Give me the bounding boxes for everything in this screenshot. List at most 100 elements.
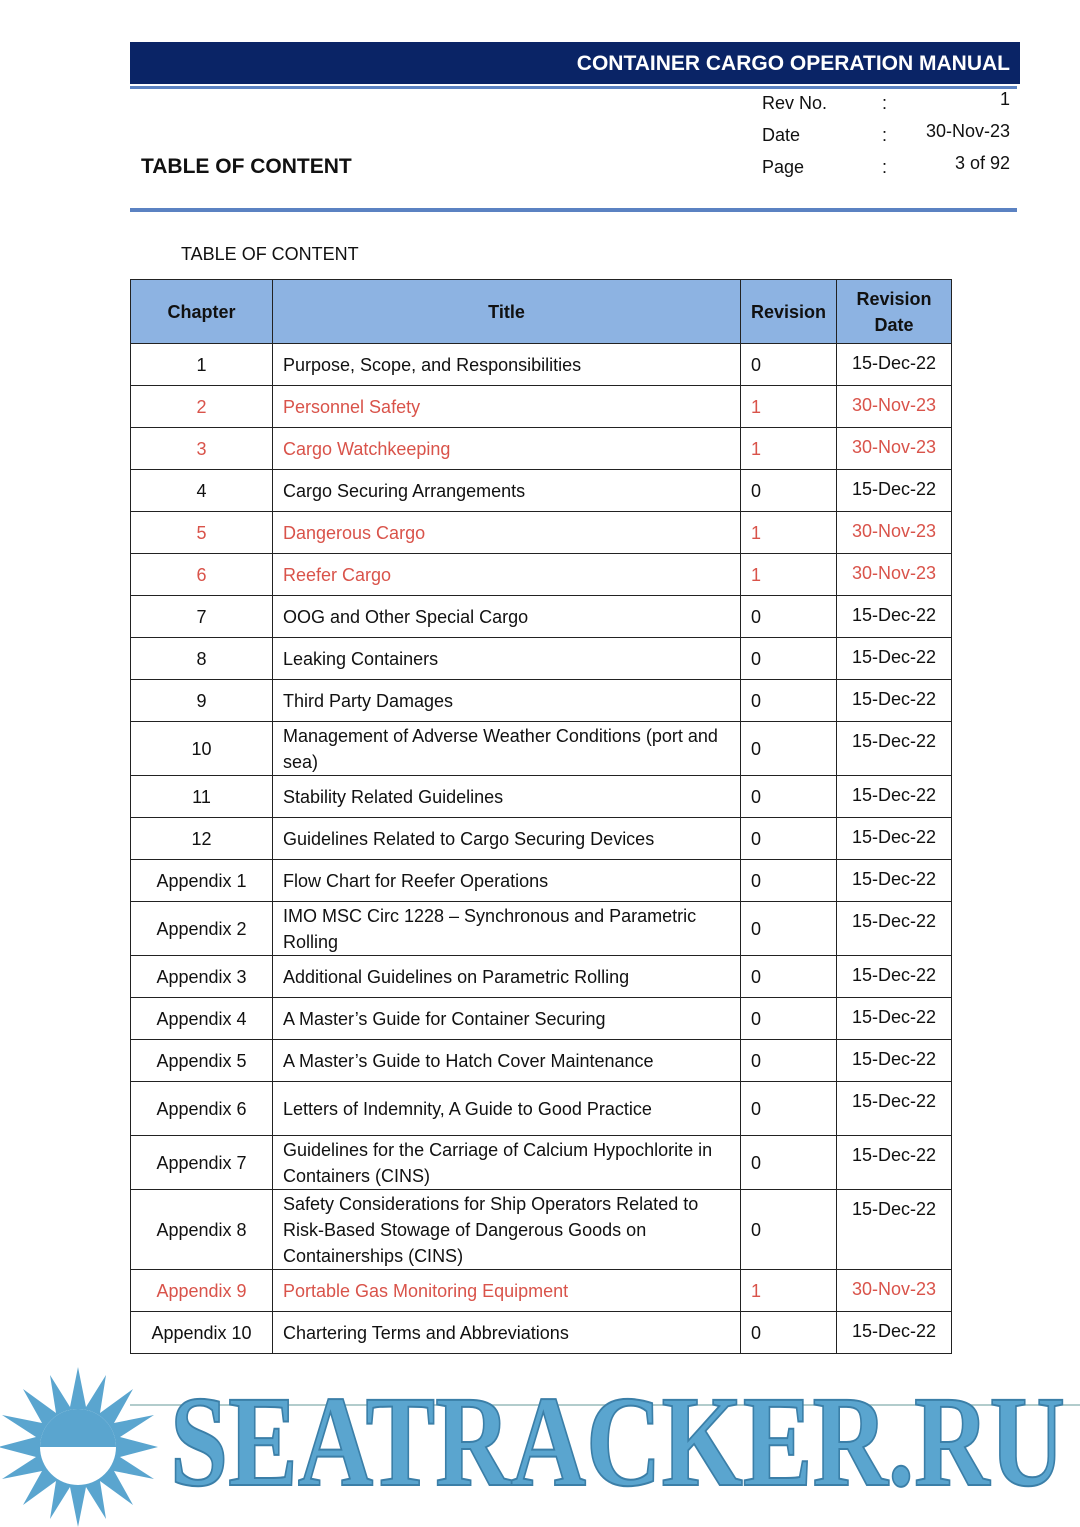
table-cell: Third Party Damages (272, 679, 741, 722)
table-cell: 0 (739, 997, 838, 1040)
table-cell: 15-Dec-22 (836, 1311, 953, 1354)
table-cell: 2 (130, 385, 273, 428)
table-cell: 1 (130, 343, 273, 386)
table-cell: 11 (130, 775, 273, 818)
table-cell: 30-Nov-23 (836, 427, 953, 470)
table-cell: Portable Gas Monitoring Equipment (272, 1269, 741, 1312)
table-cell: 0 (739, 817, 838, 860)
table-row: 10 Management of Adverse Weather Conditio… (130, 721, 953, 776)
table-row: 8 Leaking Containers 0 15-Dec-22 (130, 637, 953, 680)
table-cell: 1 (739, 427, 838, 470)
table-cell: IMO MSC Circ 1228 – Synchronous and Para… (272, 901, 741, 956)
table-row: Appendix 6 Letters of Indemnity, A Guide … (130, 1081, 953, 1136)
table-row: Appendix 3 Additional Guidelines on Param… (130, 955, 953, 998)
meta: Rev No.: 1 Date: 30-Nov-23 Page: 3 of 92 (762, 88, 1012, 184)
table-row: 5 Dangerous Cargo 1 30-Nov-23 (130, 511, 953, 554)
meta-row: Page: 3 of 92 (762, 152, 1012, 184)
table-cell: Letters of Indemnity, A Guide to Good Pr… (272, 1081, 741, 1136)
table-cell: 15-Dec-22 (836, 469, 953, 512)
column-header: Revision (739, 279, 838, 344)
table-cell: 0 (739, 1311, 838, 1354)
table-row: 6 Reefer Cargo 1 30-Nov-23 (130, 553, 953, 596)
table-cell: 0 (739, 901, 838, 956)
table-cell: 0 (739, 1189, 838, 1270)
table-cell: 0 (739, 1039, 838, 1082)
table-cell: Reefer Cargo (272, 553, 741, 596)
table-cell: 30-Nov-23 (836, 1269, 953, 1312)
table-row: Appendix 2 IMO MSC Circ 1228 – Synchronou… (130, 901, 953, 956)
table-cell: Appendix 6 (130, 1081, 273, 1136)
table-cell: 0 (739, 595, 838, 638)
watermark: SEATRACKER.RU (0, 1367, 1080, 1527)
meta-row: Date: 30-Nov-23 (762, 120, 1012, 152)
table-cell: 6 (130, 553, 273, 596)
table-cell: Appendix 8 (130, 1189, 273, 1270)
table-cell: Appendix 5 (130, 1039, 273, 1082)
table-cell: Appendix 10 (130, 1311, 273, 1354)
table-cell: 15-Dec-22 (836, 721, 953, 776)
rule (130, 86, 1017, 89)
table-row: Appendix 8 Safety Considerations for Ship… (130, 1189, 953, 1270)
table-cell: 12 (130, 817, 273, 860)
table-cell: 15-Dec-22 (836, 595, 953, 638)
table-row: 1 Purpose, Scope, and Responsibilities 0 15… (130, 343, 953, 386)
table-cell: 15-Dec-22 (836, 679, 953, 722)
column-header: Revision Date (836, 279, 953, 344)
table-row: Appendix 10 Chartering Terms and Abbrevia… (130, 1311, 953, 1354)
table-cell: 8 (130, 637, 273, 680)
table-cell: 0 (739, 637, 838, 680)
table-cell: 3 (130, 427, 273, 470)
watermark-text: SEATRACKER.RU (170, 1370, 1065, 1514)
table-cell: Guidelines for the Carriage of Calcium H… (272, 1135, 741, 1190)
table-cell: Cargo Securing Arrangements (272, 469, 741, 512)
meta-label: Page (762, 157, 805, 177)
table-row: 2 Personnel Safety 1 30-Nov-23 (130, 385, 953, 428)
table-cell: Additional Guidelines on Parametric Roll… (272, 955, 741, 998)
header-row: Chapter Title Revision Revision Date (130, 279, 953, 344)
table-cell: 15-Dec-22 (836, 901, 953, 956)
table-cell: Flow Chart for Reefer Operations (272, 859, 741, 902)
table-cell: 30-Nov-23 (836, 553, 953, 596)
table-row: 7 OOG and Other Special Cargo 0 15-Dec-22 (130, 595, 953, 638)
table-cell: 0 (739, 955, 838, 998)
meta-sep: : (882, 125, 888, 145)
rule (130, 208, 1017, 212)
column-header: Title (272, 279, 741, 344)
table-cell: 1 (739, 511, 838, 554)
table-row: 3 Cargo Watchkeeping 1 30-Nov-23 (130, 427, 953, 470)
table-cell: 5 (130, 511, 273, 554)
table-cell: 15-Dec-22 (836, 775, 953, 818)
table-cell: 4 (130, 469, 273, 512)
table-cell: Cargo Watchkeeping (272, 427, 741, 470)
table-cell: Management of Adverse Weather Conditions… (272, 721, 741, 776)
table-row: 11 Stability Related Guidelines 0 15-Dec-22 (130, 775, 953, 818)
table-cell: OOG and Other Special Cargo (272, 595, 741, 638)
header-title: CONTAINER CARGO OPERATION MANUAL (576, 52, 1010, 75)
header-bar: CONTAINER CARGO OPERATION MANUAL (130, 42, 1020, 84)
section-title: TABLE OF CONTENT (141, 155, 352, 178)
table-cell: 15-Dec-22 (836, 343, 953, 386)
meta-value: 3 of 92 (954, 153, 1010, 173)
table-cell: Purpose, Scope, and Responsibilities (272, 343, 741, 386)
caption: TABLE OF CONTENT (181, 244, 359, 264)
meta-sep: : (882, 157, 888, 177)
table-cell: 0 (739, 775, 838, 818)
table-cell: Appendix 1 (130, 859, 273, 902)
table-cell: 15-Dec-22 (836, 1135, 953, 1190)
table-cell: Appendix 4 (130, 997, 273, 1040)
table-cell: 15-Dec-22 (836, 859, 953, 902)
table-cell: 15-Dec-22 (836, 1039, 953, 1082)
table-cell: Safety Considerations for Ship Operators… (272, 1189, 741, 1270)
meta-sep: : (882, 93, 888, 113)
table-cell: Appendix 9 (130, 1269, 273, 1312)
table-cell: 10 (130, 721, 273, 776)
table-cell: 30-Nov-23 (836, 511, 953, 554)
table-cell: 0 (739, 343, 838, 386)
table-cell: 1 (739, 1269, 838, 1312)
table-cell: 15-Dec-22 (836, 1189, 953, 1270)
table-row: 9 Third Party Damages 0 15-Dec-22 (130, 679, 953, 722)
table-cell: 0 (739, 469, 838, 512)
